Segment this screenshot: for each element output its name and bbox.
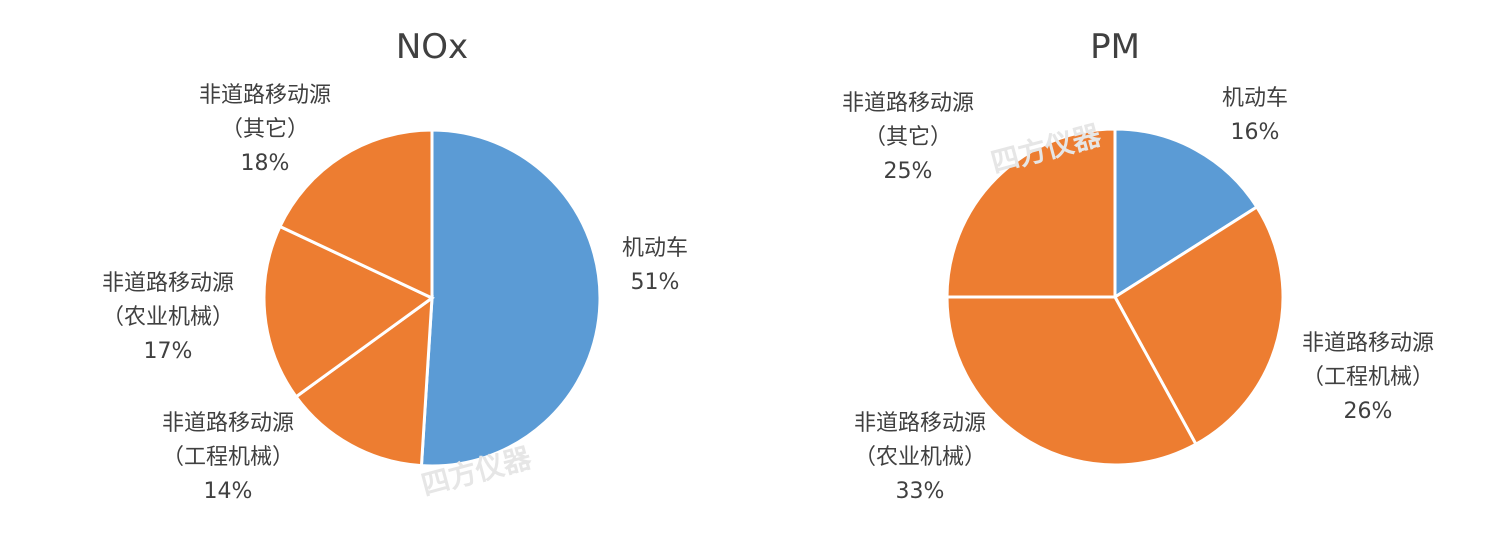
pm-slice-3-label-line-0: 非道路移动源 (842, 91, 974, 116)
pm-slice-3 (945, 127, 1117, 299)
nox-pie (262, 128, 602, 468)
pm-slice-2 (945, 295, 1198, 467)
nox-slice-2-label-line-0: 非道路移动源 (102, 271, 234, 296)
pm-pie (945, 127, 1285, 467)
nox-slice-2 (262, 224, 435, 399)
nox-slice-0-percent: 51% (631, 270, 680, 295)
nox-slice-1-label-line-1: （工程机械） (162, 445, 294, 470)
pm-slice-labels: 机动车 16% 非道路移动源 （工程机械） 26% 非道路移动源 （农业机械） 33% 非道路移… (842, 86, 1434, 504)
nox-slice-1-label-line-0: 非道路移动源 (162, 411, 294, 436)
pm-slice-2-label-line-1: （农业机械） (854, 445, 986, 470)
nox-slice-labels: 机动车 51% 非道路移动源 （工程机械） 14% 非道路移动源 （农业机械） 17% 非道路移… (102, 83, 688, 504)
pm-slice-1-percent: 26% (1344, 399, 1393, 424)
nox-slice-3-percent: 18% (241, 151, 290, 176)
nox-slice-0-label-line-0: 机动车 (622, 236, 688, 261)
pm-chart-title: PM (1090, 27, 1140, 67)
nox-slice-3-label-line-1: （其它） (221, 117, 309, 142)
nox-slice-3-label-line-0: 非道路移动源 (199, 83, 331, 108)
nox-chart-title: NOx (396, 27, 468, 67)
nox-slice-2-label-line-1: （农业机械） (102, 305, 234, 330)
nox-slice-0 (419, 128, 602, 468)
pm-slice-0-label-line-0: 机动车 (1222, 86, 1288, 111)
pm-slice-1-label-line-0: 非道路移动源 (1302, 331, 1434, 356)
pm-slice-2-label-line-0: 非道路移动源 (854, 411, 986, 436)
nox-slice-1-percent: 14% (204, 479, 253, 504)
pm-slice-0 (1113, 127, 1259, 300)
nox-slice-1 (293, 294, 434, 468)
pm-slice-2-percent: 33% (896, 479, 945, 504)
pm-slice-0-percent: 16% (1231, 120, 1280, 145)
pm-slice-1 (1113, 204, 1285, 447)
pm-slice-3-label-line-1: （其它） (864, 125, 952, 150)
nox-slice-2-percent: 17% (144, 339, 193, 364)
pm-slice-3-percent: 25% (884, 159, 933, 184)
nox-slice-3 (277, 128, 434, 301)
pm-slice-1-label-line-1: （工程机械） (1302, 365, 1434, 390)
